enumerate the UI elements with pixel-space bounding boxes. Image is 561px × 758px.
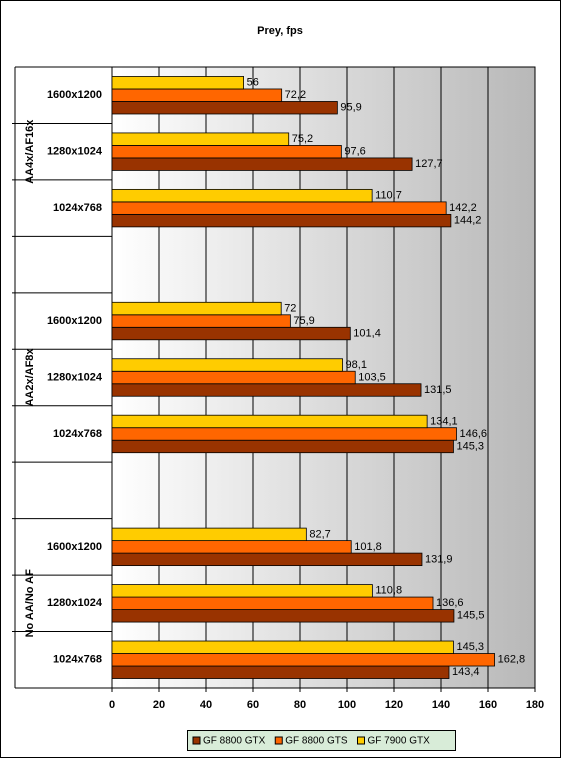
group-label: AA2x/AF8x [24,348,36,407]
value-label: 144,2 [454,215,482,227]
bar [111,301,282,316]
y-tick-label: 1600x1200 [47,541,102,553]
value-label: 127,7 [415,158,443,170]
value-label: 143,4 [452,666,480,678]
value-label: 75,2 [292,133,313,145]
chart-title: Prey, fps [257,25,303,37]
legend-swatch [192,736,201,745]
y-tick-label: 1600x1200 [47,89,102,101]
bar [111,552,423,567]
y-tick-label: 1024x768 [53,202,102,214]
bar [111,358,343,372]
x-tick-label: 80 [294,699,306,711]
y-tick-label: 1280x1024 [47,146,103,158]
value-label: 131,5 [424,384,452,396]
value-label: 72,2 [285,89,306,101]
value-label: 103,5 [358,371,386,383]
value-label: 95,9 [340,102,361,114]
bar [111,326,351,341]
bar [111,101,338,115]
x-tick-label: 160 [479,699,497,711]
bar [111,640,454,654]
bar [111,383,422,397]
value-label: 72 [284,302,296,314]
value-label: 82,7 [309,528,330,540]
x-tick-label: 40 [200,699,212,711]
group-label: No AA/No AF [24,569,36,638]
bar [111,427,457,441]
x-tick-label: 120 [385,699,403,711]
y-tick-label: 1024x768 [53,428,102,440]
bar [111,370,356,385]
x-tick-label: 0 [109,699,115,711]
value-label: 145,3 [456,641,484,653]
value-label: 110,7 [375,190,402,202]
legend-label: GF 8800 GTS [285,736,348,747]
value-label: 145,5 [457,610,485,622]
bar [111,414,428,429]
bar [111,527,307,542]
bar [111,609,455,623]
value-label: 131,9 [425,553,453,565]
value-label: 101,4 [353,327,381,339]
bar [111,188,373,203]
value-label: 56 [247,77,259,89]
legend-label: GF 7900 GTX [368,736,431,747]
value-label: 145,3 [456,440,484,452]
value-label: 134,1 [430,415,458,427]
value-label: 136,6 [436,597,464,609]
x-tick-label: 100 [338,699,356,711]
bar [111,76,245,90]
x-tick-label: 20 [153,699,165,711]
value-label: 75,9 [293,315,314,327]
x-tick-label: 180 [526,699,544,711]
legend-swatch [274,736,283,745]
bar [111,584,373,598]
y-tick-label: 1024x768 [53,654,102,666]
value-label: 97,6 [344,146,365,158]
value-label: 101,8 [354,541,382,553]
bar [111,314,291,328]
value-label: 98,1 [346,359,367,371]
x-tick-label: 140 [432,699,450,711]
bar [111,596,434,610]
bar [111,132,290,146]
legend [187,730,456,751]
legend-swatch [357,736,365,745]
bar [111,201,447,215]
bar [111,88,283,102]
bar [111,439,454,454]
bar [111,665,450,679]
bar [111,653,495,667]
y-tick-label: 1280x1024 [47,597,103,609]
value-label: 110,8 [375,585,402,597]
bar [111,213,452,228]
value-label: 142,2 [449,202,477,214]
bar [111,145,342,159]
value-label: 162,8 [498,654,526,666]
y-tick-label: 1600x1200 [47,315,102,327]
value-label: 146,6 [460,428,488,440]
bar [111,540,352,554]
bar [111,157,413,171]
group-label: AA4x/AF16x [24,119,36,184]
y-tick-label: 1280x1024 [47,371,103,383]
legend-label: GF 8800 GTX [203,736,266,747]
x-tick-label: 60 [247,699,259,711]
